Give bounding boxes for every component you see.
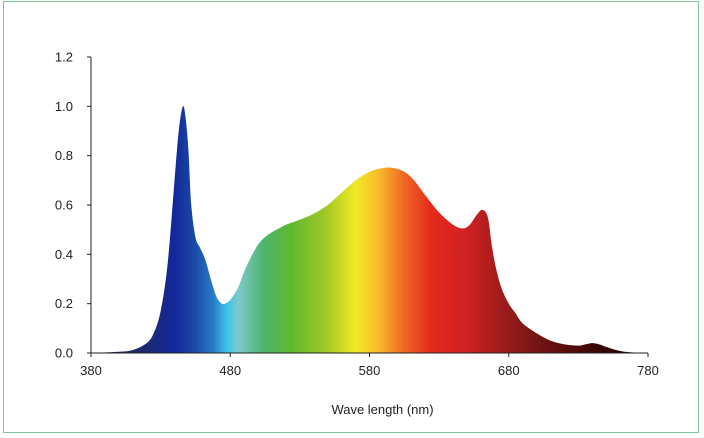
spectrum-area (91, 105, 648, 353)
x-ticks: 380 480 580 680 780 (80, 353, 659, 378)
x-tick-label: 480 (219, 363, 241, 378)
x-tick-label: 580 (359, 363, 381, 378)
y-tick-label: 0.4 (55, 247, 73, 262)
y-tick-label: 0.6 (55, 198, 73, 213)
y-tick-label: 0.0 (55, 346, 73, 361)
y-tick-label: 1.2 (55, 50, 73, 65)
x-axis-title: Wave length (nm) (331, 402, 433, 417)
x-tick-label: 680 (498, 363, 520, 378)
x-tick-label: 380 (80, 363, 102, 378)
x-tick-label: 780 (637, 363, 659, 378)
y-ticks: 0.0 0.2 0.4 0.6 0.8 1.0 1.2 (55, 50, 91, 361)
y-tick-label: 0.8 (55, 148, 73, 163)
y-tick-label: 1.0 (55, 99, 73, 114)
y-tick-label: 0.2 (55, 296, 73, 311)
